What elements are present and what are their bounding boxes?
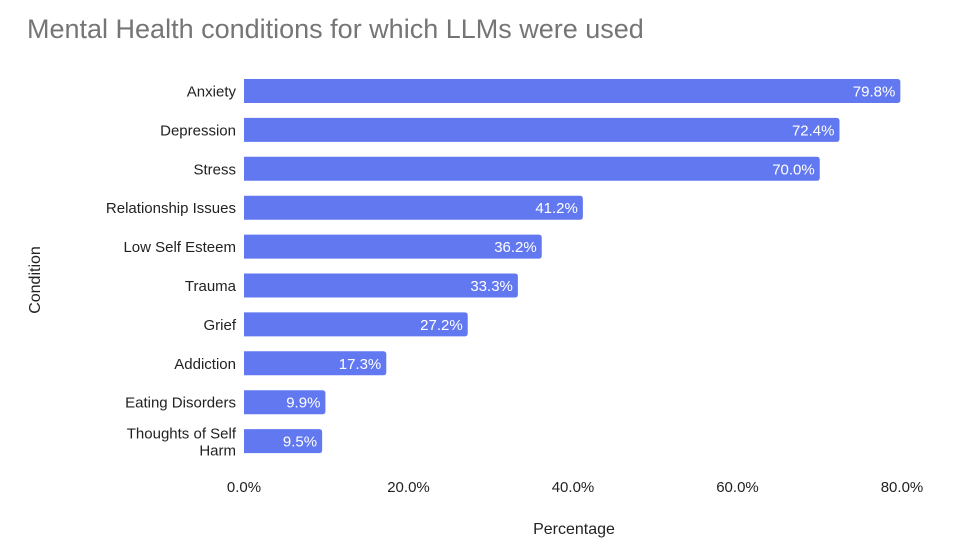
category-label: Anxiety <box>187 84 237 101</box>
category-label: Low Self Esteem <box>123 239 236 256</box>
data-label: 33.3% <box>470 278 513 295</box>
data-label: 36.2% <box>494 239 537 256</box>
category-label: Addiction <box>174 356 236 373</box>
bar <box>244 79 901 103</box>
category-label: Grief <box>203 317 236 334</box>
bar <box>243 273 518 298</box>
y-axis-title: Condition <box>27 246 44 314</box>
bar <box>244 312 468 337</box>
x-tick-label: 40.0% <box>552 479 595 496</box>
x-tick-label: 0.0% <box>227 479 261 496</box>
x-tick-label: 20.0% <box>387 479 430 496</box>
bar <box>244 156 820 181</box>
data-label: 9.5% <box>283 434 317 451</box>
data-label: 70.0% <box>772 161 815 178</box>
x-axis-title: Percentage <box>533 521 615 538</box>
chart-title: Mental Health conditions for which LLMs … <box>27 14 644 44</box>
data-label: 27.2% <box>420 317 463 334</box>
category-label: Stress <box>193 161 236 178</box>
category-label: Eating Disorders <box>125 395 236 412</box>
bar <box>244 429 323 454</box>
bar <box>244 234 542 259</box>
category-label: Trauma <box>185 278 237 295</box>
data-label: 17.3% <box>339 356 382 373</box>
bar <box>244 195 583 220</box>
bar <box>243 351 387 376</box>
data-label: 79.8% <box>853 84 896 101</box>
data-label: 41.2% <box>535 200 578 217</box>
category-label: Depression <box>160 122 236 139</box>
bar <box>244 117 840 142</box>
category-label: Thoughts of Self Harm <box>127 426 237 460</box>
x-tick-label: 80.0% <box>881 479 924 496</box>
data-label: 72.4% <box>792 122 835 139</box>
x-tick-label: 60.0% <box>716 479 759 496</box>
data-label: 9.9% <box>286 395 320 412</box>
category-label: Relationship Issues <box>106 200 236 217</box>
bar <box>244 390 326 415</box>
